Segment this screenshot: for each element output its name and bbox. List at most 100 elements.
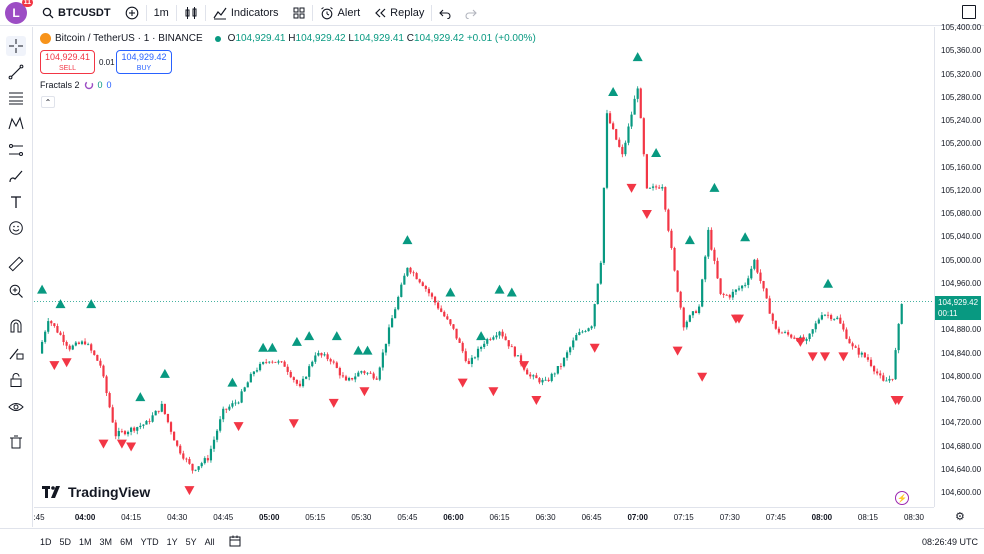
fib-retracement-icon[interactable] bbox=[6, 88, 26, 108]
candle-up bbox=[145, 420, 148, 425]
symbol-search-button[interactable]: BTCUSDT bbox=[35, 0, 118, 26]
candle-up bbox=[584, 331, 587, 332]
crosshair-icon[interactable] bbox=[6, 36, 26, 56]
price-chart[interactable] bbox=[34, 27, 934, 507]
candle-up bbox=[483, 343, 486, 348]
trash-icon[interactable] bbox=[6, 432, 26, 452]
brush-icon[interactable] bbox=[6, 166, 26, 186]
candle-down bbox=[169, 422, 173, 432]
range-button-5d[interactable]: 5D bbox=[59, 536, 72, 547]
candle-up bbox=[117, 430, 120, 437]
candle-up bbox=[544, 379, 547, 381]
time-tick-label: 08:15 bbox=[857, 513, 878, 522]
fractal-down-marker bbox=[795, 337, 806, 347]
price-tick-label: 105,240.00 bbox=[941, 116, 982, 125]
compare-button[interactable] bbox=[118, 0, 146, 26]
alert-button[interactable]: Alert bbox=[313, 0, 368, 26]
lightning-icon[interactable]: ⚡ bbox=[895, 491, 909, 505]
top-toolbar: L 11 BTCUSDT 1m Indicators Alert bbox=[0, 0, 984, 26]
time-tick-label: 07:45 bbox=[765, 513, 786, 522]
pattern-icon[interactable] bbox=[6, 114, 26, 134]
range-button-6m[interactable]: 6M bbox=[120, 536, 133, 547]
user-avatar[interactable]: L 11 bbox=[5, 0, 33, 24]
undo-button[interactable] bbox=[432, 0, 458, 26]
trend-line-icon[interactable] bbox=[6, 62, 26, 82]
candle-down bbox=[133, 427, 136, 431]
lock-icon[interactable] bbox=[6, 370, 26, 390]
candle-down bbox=[694, 311, 698, 313]
magnet-icon[interactable] bbox=[6, 316, 26, 336]
eye-icon[interactable] bbox=[6, 397, 26, 417]
text-tool-icon[interactable] bbox=[6, 192, 26, 212]
chart-type-button[interactable] bbox=[177, 0, 205, 26]
range-button-1m[interactable]: 1M bbox=[79, 536, 92, 547]
candle-down bbox=[793, 337, 796, 339]
range-button-5y[interactable]: 5Y bbox=[185, 536, 197, 547]
tradingview-watermark[interactable]: TradingView bbox=[42, 484, 150, 500]
zoom-in-icon[interactable] bbox=[6, 281, 26, 301]
fullscreen-icon[interactable] bbox=[962, 5, 976, 19]
indicator-value-up: 0 bbox=[97, 80, 103, 90]
ruler-icon[interactable] bbox=[6, 254, 26, 274]
alert-label: Alert bbox=[337, 6, 361, 19]
candle-down bbox=[848, 338, 851, 344]
time-tick-label: 05:00 bbox=[259, 513, 280, 522]
candle-up bbox=[578, 332, 581, 335]
range-button-all[interactable]: All bbox=[204, 536, 215, 547]
interval-button[interactable]: 1m bbox=[147, 0, 176, 26]
indicator-legend[interactable]: Fractals 2 0 0 bbox=[40, 80, 112, 90]
price-scale[interactable]: 105,400.00 105,360.00 105,320.00 105,280.00… bbox=[934, 23, 984, 507]
fractal-up-marker bbox=[740, 232, 751, 242]
candle-up bbox=[630, 114, 633, 127]
candle-down bbox=[713, 249, 716, 261]
candle-up bbox=[737, 288, 741, 290]
prediction-measure-icon[interactable] bbox=[6, 140, 26, 160]
layouts-button[interactable] bbox=[286, 0, 312, 26]
candle-down bbox=[191, 463, 194, 471]
candle-down bbox=[872, 366, 876, 372]
buy-label: BUY bbox=[136, 65, 152, 72]
candle-down bbox=[363, 371, 366, 374]
price-tick-label: 104,840.00 bbox=[941, 348, 982, 358]
candle-up bbox=[234, 402, 237, 404]
candle-down bbox=[863, 352, 866, 358]
candle-down bbox=[415, 273, 418, 280]
collapse-legend-button[interactable]: ⌃ bbox=[41, 96, 55, 108]
fractal-down-marker bbox=[807, 352, 818, 362]
replay-label: Replay bbox=[390, 6, 425, 19]
lock-drawings-pencil-icon[interactable] bbox=[6, 343, 26, 363]
legend-title[interactable]: Bitcoin / TetherUS · 1 · BINANCE bbox=[55, 33, 203, 44]
bottom-toolbar: 1D 5D 1M 3M 6M YTD 1Y 5Y All 08:26:49 UTC bbox=[0, 528, 984, 554]
candle-up bbox=[473, 357, 477, 359]
buy-button[interactable]: 104,929.42 BUY bbox=[116, 50, 172, 74]
time-scale[interactable]: :45 04:00 04:15 04:30 04:45 05:00 05:15 05:30 05… bbox=[33, 507, 934, 527]
notification-badge: 11 bbox=[21, 0, 33, 7]
goto-date-calendar-icon[interactable] bbox=[229, 535, 241, 549]
tradingview-logo-icon bbox=[42, 486, 60, 498]
candle-up bbox=[219, 419, 222, 431]
sell-button[interactable]: 104,929.41 SELL bbox=[40, 50, 95, 74]
candle-down bbox=[771, 313, 774, 321]
emoji-icon[interactable] bbox=[6, 218, 26, 238]
fractal-down-marker bbox=[672, 346, 683, 356]
candle-up bbox=[691, 311, 695, 316]
candle-up bbox=[215, 430, 219, 440]
candle-down bbox=[787, 332, 790, 335]
time-tick-label: 07:30 bbox=[719, 513, 740, 522]
redo-button[interactable] bbox=[458, 0, 484, 26]
candle-down bbox=[114, 422, 117, 437]
indicators-button[interactable]: Indicators bbox=[206, 0, 286, 26]
candle-down bbox=[90, 344, 93, 351]
fractal-down-marker bbox=[838, 352, 849, 362]
utc-clock[interactable]: 08:26:49 UTC bbox=[921, 537, 978, 547]
candle-up bbox=[888, 378, 891, 381]
candle-down bbox=[547, 379, 550, 381]
replay-button[interactable]: Replay bbox=[367, 0, 431, 26]
candle-down bbox=[879, 373, 882, 376]
range-button-1y[interactable]: 1Y bbox=[166, 536, 178, 547]
range-button-3m[interactable]: 3M bbox=[99, 536, 113, 547]
candle-down bbox=[621, 146, 624, 155]
range-button-ytd[interactable]: YTD bbox=[140, 536, 159, 547]
chart-settings-gear-icon[interactable]: ⚙ bbox=[955, 511, 965, 523]
range-button-1d[interactable]: 1D bbox=[40, 536, 52, 547]
